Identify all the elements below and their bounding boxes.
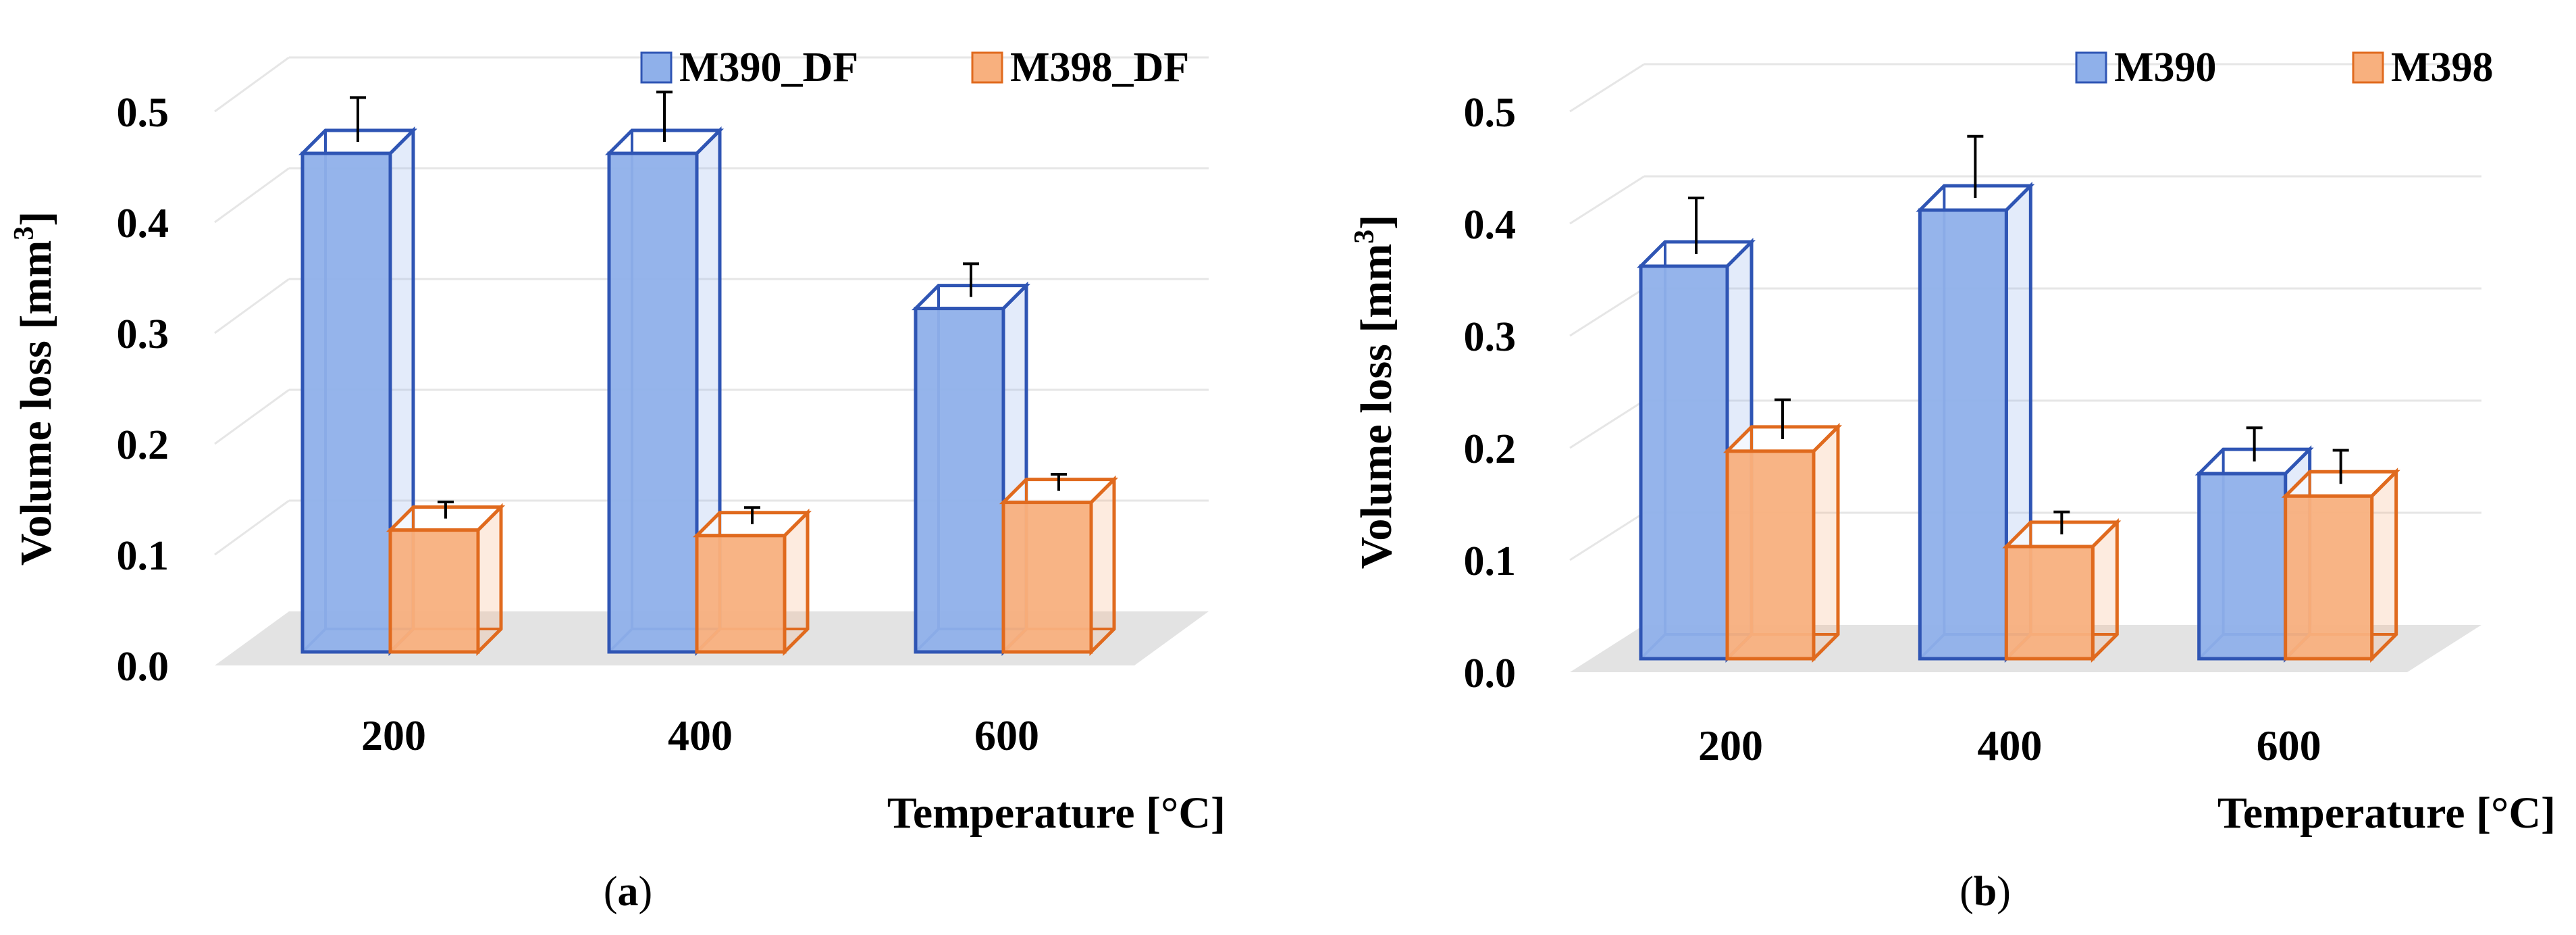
legend-label: M390: [2114, 45, 2217, 91]
y-tick-label: 0.4: [1464, 202, 1517, 248]
chart-panel-b: 0.0 0.1 0.2 0.3 0.4 0.5 Volume loss [mm3] 200 40…: [1286, 0, 2576, 935]
legend-label: M398_DF: [1010, 45, 1189, 91]
legend-swatch: [2075, 51, 2107, 84]
x-tick-label: 600: [974, 711, 1039, 759]
bar: [604, 91, 725, 657]
bar-front: [300, 151, 392, 654]
bar-front: [2004, 545, 2095, 661]
legend-label: M398: [2391, 45, 2494, 91]
x-axis-label: Temperature [°C]: [2217, 788, 2556, 838]
gridline-diagonal: [1569, 511, 1645, 561]
y-tick-label: 0.2: [1464, 426, 1517, 472]
bar-side: [2370, 468, 2398, 663]
y-tick-label: 0.3: [117, 311, 169, 357]
chart-panel-a: 0.0 0.1 0.2 0.3 0.4 0.5 Volume loss [mm3] 200 40…: [0, 0, 1286, 935]
gridline-diagonal: [1569, 175, 1645, 225]
panel-label: (b): [1960, 869, 2011, 915]
bar-front: [1918, 208, 2008, 661]
y-tick-label: 0.3: [1464, 314, 1517, 360]
gridline-diagonal: [214, 56, 290, 113]
gridline-diagonal: [1569, 287, 1645, 337]
chart-b-svg: 0.0 0.1 0.2 0.3 0.4 0.5 Volume loss [mm3] 200 40…: [1349, 45, 2556, 915]
gridline-diagonal: [1569, 63, 1645, 113]
chart-a-svg: 0.0 0.1 0.2 0.3 0.4 0.5 Volume loss [mm3] 200 40…: [9, 45, 1226, 915]
gridline-diagonal: [214, 388, 290, 445]
bar: [2281, 449, 2400, 663]
bar-front: [2197, 472, 2288, 661]
x-axis-label: Temperature [°C]: [887, 788, 1226, 838]
bar-front: [607, 151, 699, 654]
bar-side: [1089, 475, 1116, 657]
y-tick-label: 0.5: [1464, 90, 1517, 136]
x-tick-label: 400: [1977, 722, 2042, 769]
y-tick-label: 0.0: [117, 644, 169, 690]
bar-front: [1001, 501, 1093, 654]
legend-swatch: [640, 51, 673, 84]
x-tick-label: 400: [668, 711, 733, 759]
bar-side: [1812, 422, 1840, 663]
bar: [386, 501, 506, 657]
legend-swatch: [971, 51, 1003, 84]
y-tick-label: 0.1: [117, 533, 169, 579]
y-axis-label: Volume loss [mm3]: [1349, 215, 1401, 570]
bar-front: [1639, 264, 1729, 661]
panel-label: (a): [604, 869, 652, 915]
y-tick-label: 0.4: [117, 201, 169, 247]
gridline-diagonal: [214, 167, 290, 224]
bar: [1916, 134, 2035, 663]
y-tick-label: 0.5: [117, 90, 169, 136]
bar-front: [695, 534, 787, 654]
bar-front: [1725, 449, 1816, 661]
bar-front: [2284, 494, 2374, 661]
x-tick-label: 200: [1698, 722, 1763, 769]
bar: [999, 473, 1119, 657]
y-axis-label: Volume loss [mm3]: [9, 211, 61, 566]
legend-label: M390_DF: [679, 45, 858, 91]
bar-front: [388, 528, 480, 654]
bar: [1723, 398, 1843, 663]
y-tick-label: 0.1: [1464, 538, 1517, 584]
x-tick-label: 200: [361, 711, 426, 759]
bar: [692, 506, 812, 657]
bar: [2002, 510, 2122, 663]
x-tick-label: 600: [2257, 722, 2321, 769]
legend-swatch: [2352, 51, 2384, 84]
bar-front: [914, 307, 1005, 654]
gridline-diagonal: [214, 499, 290, 556]
gridline-diagonal: [214, 278, 290, 334]
gridline-diagonal: [1569, 399, 1645, 449]
y-tick-label: 0.0: [1464, 651, 1517, 697]
y-tick-label: 0.2: [117, 422, 169, 468]
